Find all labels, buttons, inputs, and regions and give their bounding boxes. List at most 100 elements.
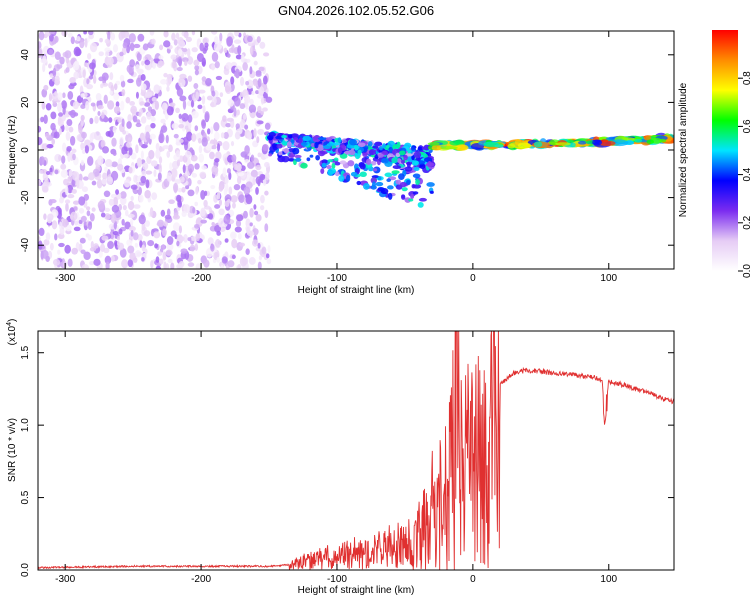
heatmap-cell bbox=[123, 179, 131, 188]
heatmap-cell bbox=[262, 143, 269, 152]
heatmap-cell bbox=[377, 153, 385, 158]
heatmap-cell bbox=[160, 118, 166, 124]
heatmap-cell bbox=[100, 243, 106, 252]
heatmap-cell bbox=[104, 207, 111, 212]
heatmap-cell bbox=[113, 92, 120, 101]
heatmap-cell bbox=[57, 249, 61, 255]
heatmap-cell bbox=[293, 137, 299, 141]
heatmap-cell bbox=[194, 125, 199, 132]
heatmap-cell bbox=[206, 128, 211, 135]
heatmap-cell bbox=[124, 209, 129, 217]
heatmap-cell bbox=[181, 210, 187, 217]
heatmap-cell bbox=[104, 255, 112, 265]
heatmap-cell bbox=[73, 46, 81, 57]
figure-title: GN04.2026.102.05.52.G06 bbox=[278, 3, 434, 18]
heatmap-cell bbox=[157, 219, 165, 228]
heatmap-cell bbox=[180, 236, 185, 242]
heatmap-cell bbox=[267, 245, 271, 254]
heatmap-cell bbox=[187, 48, 191, 58]
heatmap-cell bbox=[62, 105, 66, 116]
heatmap-cell bbox=[326, 142, 334, 147]
heatmap-cell bbox=[259, 205, 265, 211]
heatmap-cell bbox=[184, 60, 188, 67]
heatmap-cell bbox=[187, 177, 192, 187]
snr-frame bbox=[37, 330, 675, 571]
heatmap-cell bbox=[201, 76, 207, 82]
heatmap-cell bbox=[117, 117, 122, 123]
heatmap-cell bbox=[68, 110, 74, 116]
heatmap-cell bbox=[40, 116, 45, 123]
heatmap-cell bbox=[187, 114, 193, 123]
heatmap-cell bbox=[51, 138, 56, 145]
heatmap-cell bbox=[245, 194, 253, 205]
heatmap-cell bbox=[101, 235, 109, 241]
heatmap-cell bbox=[150, 160, 158, 167]
heatmap-cell bbox=[108, 117, 113, 123]
heatmap-cell bbox=[262, 75, 268, 85]
heatmap-cell bbox=[183, 31, 189, 39]
heatmap-cell bbox=[406, 179, 411, 186]
svg-text:(x104): (x104) bbox=[6, 319, 18, 346]
heatmap-cell bbox=[255, 187, 259, 195]
heatmap-cell bbox=[112, 125, 117, 134]
heatmap-cell bbox=[264, 172, 270, 181]
heatmap-cell bbox=[62, 142, 67, 152]
heatmap-cell bbox=[377, 186, 385, 192]
heatmap-cell bbox=[66, 118, 73, 127]
heatmap-cell bbox=[418, 197, 427, 202]
heatmap-cell bbox=[187, 237, 192, 242]
heatmap-cell bbox=[65, 202, 69, 212]
heatmap-cell bbox=[404, 197, 412, 203]
heatmap-cell bbox=[203, 259, 210, 268]
heatmap-cell bbox=[51, 76, 56, 82]
heatmap-cell bbox=[412, 191, 419, 195]
heatmap-cell bbox=[97, 105, 104, 110]
heatmap-cell bbox=[646, 139, 655, 145]
heatmap-cell bbox=[126, 141, 132, 148]
heatmap-cell bbox=[73, 226, 81, 232]
heatmap-cell bbox=[231, 238, 238, 249]
heatmap-cell bbox=[172, 182, 179, 193]
heatmap-cell bbox=[214, 204, 221, 209]
heatmap-cell bbox=[125, 96, 131, 104]
heatmap-cell bbox=[194, 201, 198, 207]
heatmap-cell bbox=[517, 142, 532, 149]
x-tick-label: 100 bbox=[600, 273, 617, 284]
heatmap-cell bbox=[235, 219, 242, 228]
heatmap-cell bbox=[214, 158, 220, 163]
heatmap-cell bbox=[349, 139, 357, 146]
heatmap-cell bbox=[412, 173, 421, 179]
heatmap-cell bbox=[170, 262, 175, 269]
heatmap-cell bbox=[107, 241, 114, 250]
heatmap-cell bbox=[136, 52, 142, 62]
heatmap-cell bbox=[234, 131, 241, 140]
heatmap-cell bbox=[38, 41, 42, 50]
x-tick-label: 0 bbox=[470, 273, 476, 284]
heatmap-cell bbox=[153, 84, 161, 94]
heatmap-cell bbox=[294, 154, 302, 159]
heatmap-cell bbox=[72, 153, 76, 161]
heatmap-cell bbox=[174, 179, 182, 184]
heatmap-cell bbox=[169, 102, 176, 107]
heatmap-cell bbox=[42, 63, 46, 73]
heatmap-cell bbox=[219, 32, 223, 42]
heatmap-cell bbox=[149, 207, 154, 217]
heatmap-cell bbox=[80, 93, 85, 98]
heatmap-cell bbox=[599, 140, 616, 146]
heatmap-cell bbox=[255, 214, 262, 222]
heatmap-cell bbox=[422, 153, 428, 159]
heatmap-cell bbox=[200, 189, 206, 200]
heatmap-cell bbox=[105, 131, 111, 137]
heatmap-cell bbox=[249, 66, 253, 75]
heatmap-cell bbox=[226, 36, 234, 47]
heatmap-cell bbox=[253, 210, 259, 216]
heatmap-cell bbox=[97, 200, 105, 210]
heatmap-cell bbox=[130, 195, 134, 201]
heatmap-cell bbox=[189, 168, 193, 175]
heatmap-cell bbox=[116, 236, 121, 241]
heatmap-cell bbox=[139, 132, 145, 141]
heatmap-cell bbox=[71, 188, 77, 194]
heatmap-cell bbox=[214, 61, 220, 69]
heatmap-cell bbox=[415, 179, 420, 186]
heatmap-cell bbox=[159, 44, 164, 51]
